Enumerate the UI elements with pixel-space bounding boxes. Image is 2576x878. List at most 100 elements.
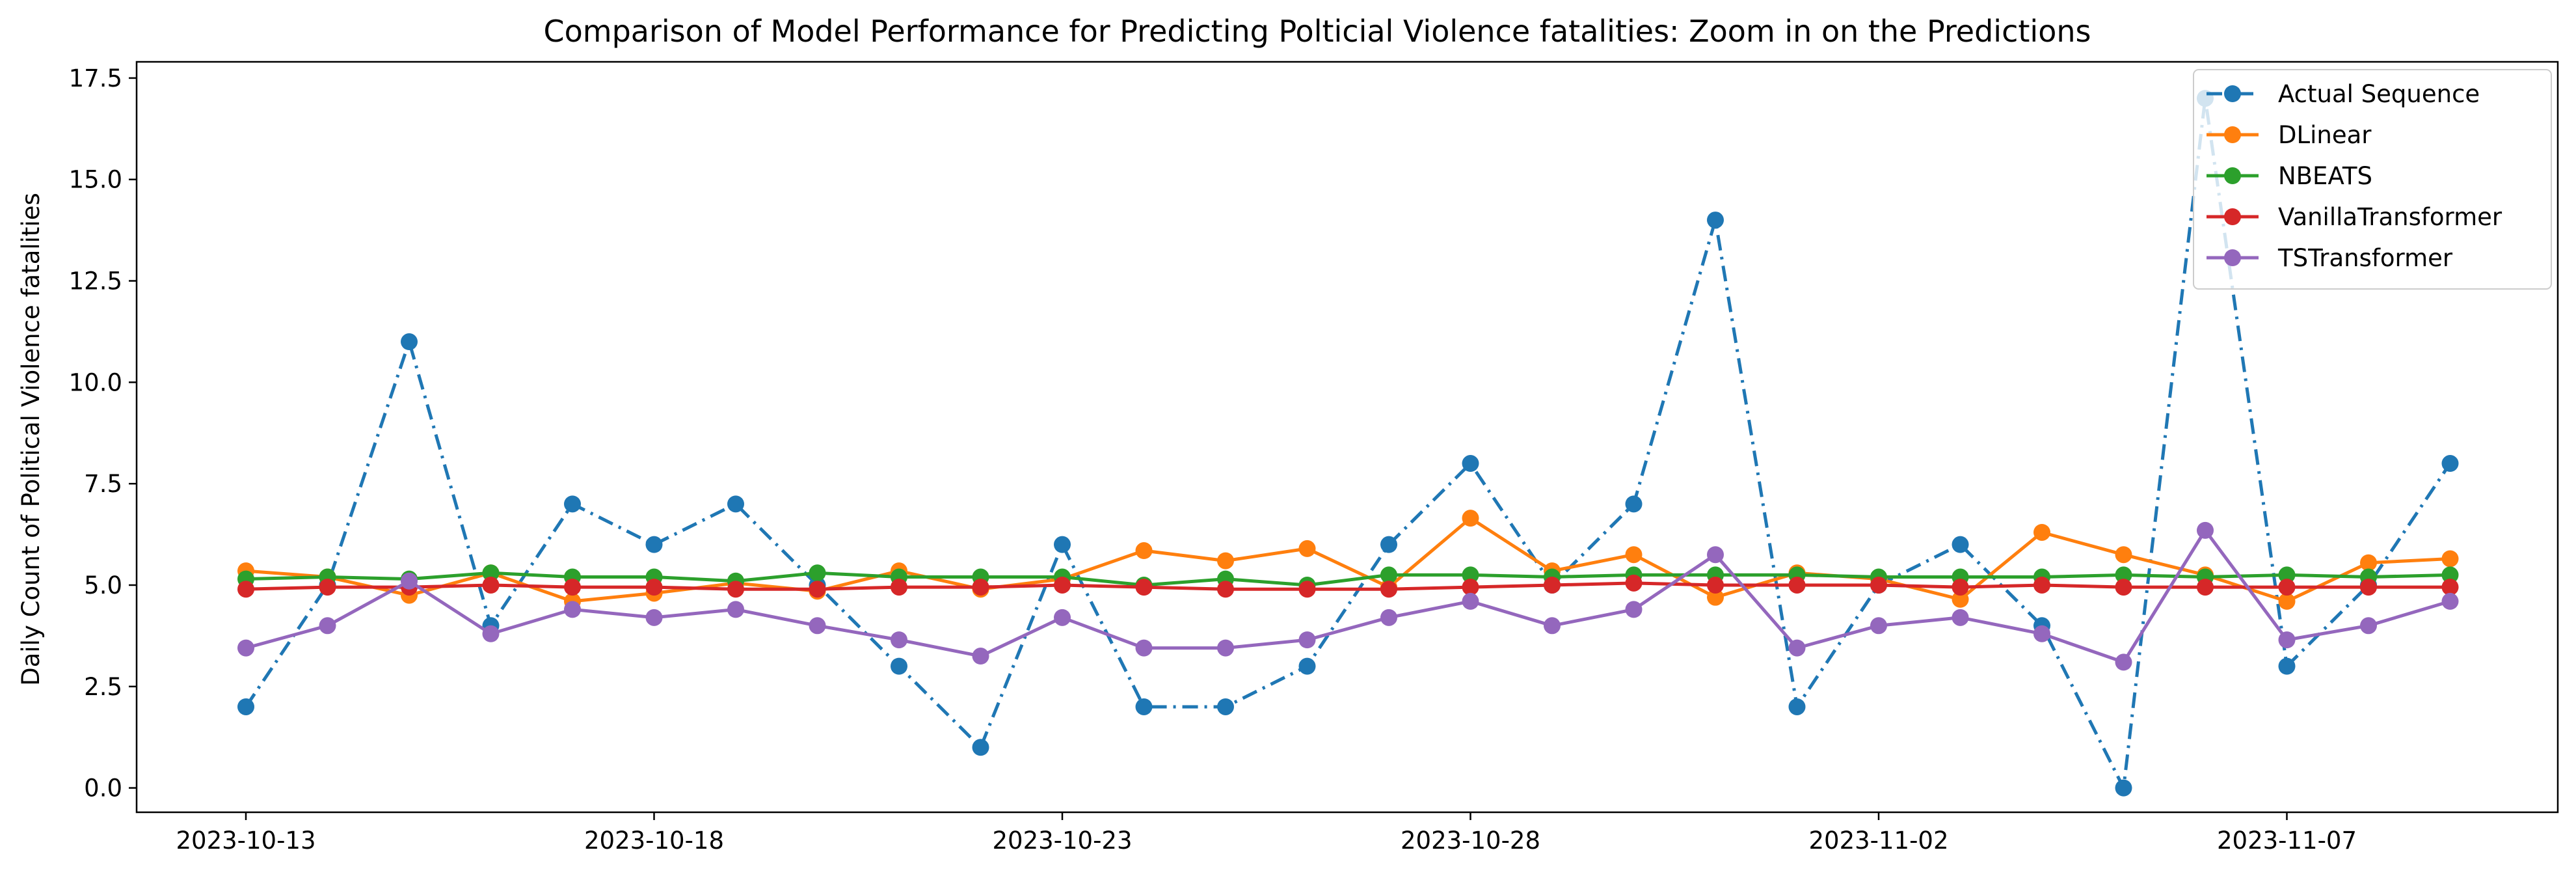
series-point-4 xyxy=(1380,609,1397,626)
series-point-4 xyxy=(319,617,336,635)
x-tick-label: 2023-11-02 xyxy=(1808,827,1948,855)
series-point-0 xyxy=(1788,698,1806,715)
series-point-2 xyxy=(1380,566,1397,584)
legend-swatch-marker xyxy=(2224,126,2241,143)
series-point-3 xyxy=(1870,576,1887,594)
series-point-1 xyxy=(2115,546,2132,564)
series-line-1 xyxy=(245,516,2450,603)
y-tick-label: 15.0 xyxy=(69,166,122,194)
series-point-4 xyxy=(237,639,254,657)
series-point-3 xyxy=(1462,579,1479,596)
series-point-3 xyxy=(2441,579,2459,596)
series-point-3 xyxy=(1625,574,1643,592)
series-point-3 xyxy=(482,576,500,594)
x-tick-label: 2023-10-13 xyxy=(176,827,315,855)
series-point-0 xyxy=(2441,455,2459,473)
y-tick-label: 2.5 xyxy=(84,673,122,701)
series-point-4 xyxy=(2441,592,2459,610)
series-point-3 xyxy=(237,581,254,598)
series-point-2 xyxy=(1462,566,1479,584)
series-point-1 xyxy=(1625,546,1643,564)
y-tick-label: 7.5 xyxy=(84,470,122,498)
series-point-3 xyxy=(972,579,989,596)
series-point-0 xyxy=(401,333,418,351)
y-tick-label: 10.0 xyxy=(69,368,122,396)
series-point-3 xyxy=(1217,581,1234,598)
series-point-2 xyxy=(2115,566,2132,584)
series-point-3 xyxy=(1952,579,1969,596)
x-tick-label: 2023-10-23 xyxy=(992,827,1132,855)
series-point-3 xyxy=(2360,579,2377,596)
series-point-4 xyxy=(564,601,581,618)
series-point-1 xyxy=(1217,552,1234,569)
series-point-1 xyxy=(2441,550,2459,568)
axes: 0.0 2.5 5.0 7.5 10.0 12.5 15.0 17.5 2023-10-13 20… xyxy=(69,61,2559,855)
series-line-4 xyxy=(245,528,2451,664)
series-point-4 xyxy=(1870,617,1887,635)
series-point-0 xyxy=(1952,536,1969,553)
legend-label: Actual Sequence xyxy=(2278,80,2480,108)
series-point-0 xyxy=(972,739,989,756)
x-tick-label: 2023-11-07 xyxy=(2217,827,2357,855)
series-point-4 xyxy=(1788,639,1806,657)
legend-label: NBEATS xyxy=(2278,162,2372,190)
legend-swatch-marker xyxy=(2224,208,2241,225)
series-point-3 xyxy=(1707,576,1724,594)
series-point-4 xyxy=(1298,631,1316,649)
y-tick-label: 12.5 xyxy=(69,268,122,295)
series-point-3 xyxy=(564,579,581,596)
series-line-2 xyxy=(245,571,2450,587)
series-point-3 xyxy=(319,579,336,596)
series-point-0 xyxy=(1462,455,1479,473)
series-point-3 xyxy=(809,581,826,598)
series-point-3 xyxy=(1298,581,1316,598)
series-point-4 xyxy=(1054,609,1071,626)
series-point-4 xyxy=(2278,631,2296,649)
legend-label: DLinear xyxy=(2278,121,2372,149)
series-point-3 xyxy=(1135,579,1153,596)
legend-swatch-marker xyxy=(2224,249,2241,266)
plot-frame xyxy=(135,61,2559,814)
series-point-3 xyxy=(2278,579,2296,596)
series-point-4 xyxy=(1462,592,1479,610)
series-point-3 xyxy=(645,579,663,596)
series-point-3 xyxy=(1054,576,1071,594)
series-line-3 xyxy=(245,581,2450,591)
series-point-4 xyxy=(727,601,744,618)
series-point-4 xyxy=(2197,521,2214,539)
series-point-4 xyxy=(1217,639,1234,657)
series-point-3 xyxy=(1544,576,1561,594)
series-point-4 xyxy=(2360,617,2377,635)
series-point-1 xyxy=(1135,542,1153,560)
series-point-0 xyxy=(1135,698,1153,715)
legend-swatch-marker xyxy=(2224,167,2241,184)
x-tick-label: 2023-10-18 xyxy=(584,827,724,855)
y-axis-label: Daily Count of Political Violence fatali… xyxy=(17,193,45,686)
legend: Actual Sequence DLinear NBEATS VanillaTrans… xyxy=(2193,69,2552,290)
series-point-2 xyxy=(482,564,500,582)
series-point-4 xyxy=(645,609,663,626)
series-point-0 xyxy=(2278,657,2296,675)
series-point-0 xyxy=(891,657,907,675)
legend-box xyxy=(2193,69,2552,290)
series-point-1 xyxy=(1707,588,1724,606)
y-tick-label: 0.0 xyxy=(84,775,122,803)
y-tick-label: 5.0 xyxy=(84,571,122,599)
plot-area xyxy=(237,90,2459,797)
series-point-1 xyxy=(1298,540,1316,557)
series-point-4 xyxy=(1952,609,1969,626)
series-point-4 xyxy=(2115,653,2132,671)
series-point-3 xyxy=(727,581,744,598)
series-point-0 xyxy=(1298,657,1316,675)
series-point-1 xyxy=(2033,523,2050,541)
series-point-2 xyxy=(809,564,826,582)
series-point-1 xyxy=(1462,510,1479,527)
series-point-3 xyxy=(891,579,907,596)
series-point-4 xyxy=(891,631,907,649)
y-tick-label: 17.5 xyxy=(69,64,122,92)
legend-label: TSTransformer xyxy=(2277,244,2453,272)
series-point-4 xyxy=(401,572,418,590)
series-point-4 xyxy=(1707,546,1724,564)
